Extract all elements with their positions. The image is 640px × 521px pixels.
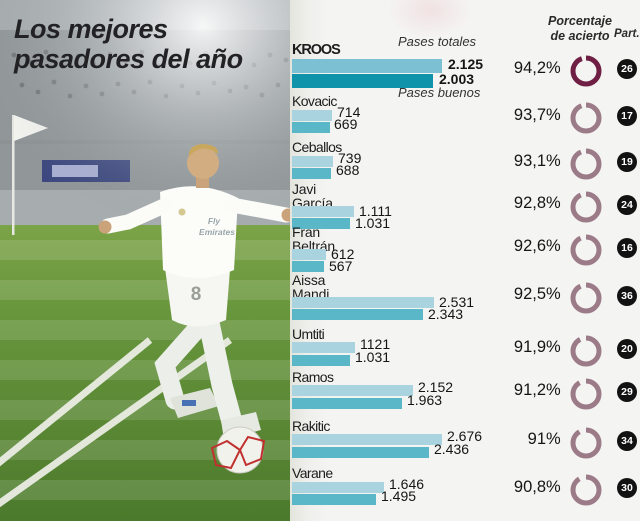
svg-text:Emirates: Emirates [199, 227, 235, 237]
svg-text:Fly: Fly [208, 216, 222, 226]
svg-text:8: 8 [191, 284, 202, 305]
